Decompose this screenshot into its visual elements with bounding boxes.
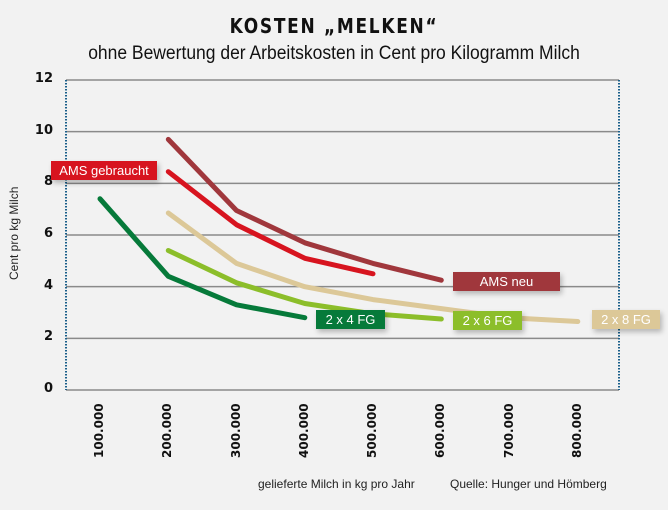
series-label-2x4fg: 2 x 4 FG [316,310,385,329]
series-line-2-x-8-fg [165,210,581,324]
chart-title: KOSTEN „MELKEN“ [229,14,439,38]
y-axis-title: Cent pro kg Milch [7,186,21,280]
source-note: Quelle: Hunger und Hömberg [450,477,607,491]
y-tick-label: 6 [43,226,53,241]
y-tick-label: 12 [34,71,53,86]
y-tick-label: 4 [43,277,53,293]
x-tick-label: 500.000 [365,403,379,458]
series-label-2x8fg: 2 x 8 FG [592,310,660,329]
x-tick-label: 600.000 [433,403,448,458]
series-line-ams-gebraucht [165,169,376,277]
series-line-ams-neu [165,136,444,283]
series-line-2-x-4-fg [97,196,308,321]
y-tick-label: 10 [34,122,53,138]
y-tick-label: 0 [43,381,53,396]
x-axis-title: gelieferte Milch in kg pro Jahr [258,477,415,491]
x-tick-label: 700.000 [501,403,516,458]
series-label-2x6fg: 2 x 6 FG [453,311,522,330]
y-tick-label: 2 [43,329,53,345]
gridlines [66,79,619,391]
x-tick-label: 100.000 [92,403,106,458]
series-lines [97,136,581,324]
series-line-2-x-6-fg [165,248,444,322]
y-tick-label: 8 [43,174,53,190]
series-label-ams-neu: AMS neu [453,272,560,291]
x-tick-label: 200.000 [160,403,175,458]
series-label-ams-gebraucht: AMS gebraucht [51,161,157,180]
x-tick-label: 800.000 [569,403,584,458]
chart-subtitle: ohne Bewertung der Arbeitskosten in Cent… [88,43,580,64]
x-tick-label: 400.000 [296,403,311,458]
x-tick-label: 300.000 [228,403,243,458]
